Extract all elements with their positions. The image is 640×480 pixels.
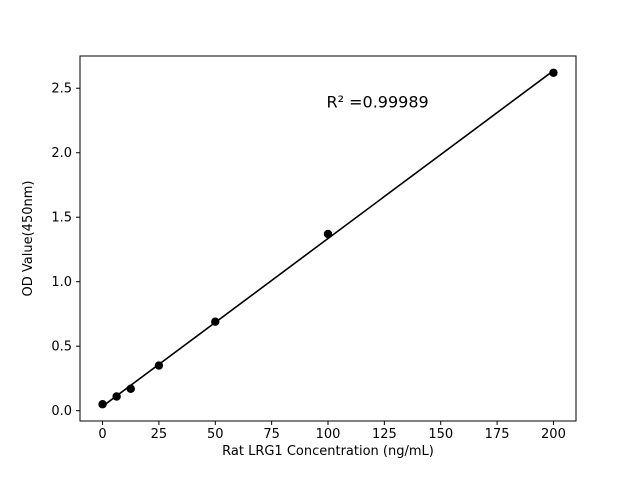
x-tick-label: 175: [485, 427, 510, 442]
trend-line: [102, 70, 554, 407]
data-point: [549, 68, 558, 77]
x-tick-label: 0: [98, 427, 106, 442]
data-point: [323, 229, 333, 239]
data-point: [126, 384, 135, 393]
x-axis-label: Rat LRG1 Concentration (ng/mL): [222, 444, 434, 459]
y-tick-label: 2.0: [51, 146, 72, 161]
x-tick-label: 75: [263, 427, 280, 442]
y-axis-label: OD Value(450nm): [21, 181, 36, 297]
r-squared-annotation: R² =0.99989: [327, 93, 429, 112]
y-tick-label: 1.0: [51, 275, 72, 290]
x-tick-label: 25: [151, 427, 168, 442]
data-point: [154, 361, 164, 370]
x-tick-label: 50: [207, 427, 224, 442]
y-tick-label: 2.5: [51, 82, 72, 97]
y-tick-label: 0.5: [51, 340, 72, 355]
y-tick-label: 0.0: [51, 404, 72, 419]
data-point: [112, 392, 121, 401]
x-tick-label: 200: [541, 427, 566, 442]
y-tick-label: 1.5: [51, 211, 72, 226]
x-tick-label: 150: [428, 427, 453, 442]
x-tick-label: 100: [316, 427, 341, 442]
x-tick-label: 125: [372, 427, 397, 442]
data-point: [211, 317, 220, 326]
data-point: [98, 400, 107, 409]
